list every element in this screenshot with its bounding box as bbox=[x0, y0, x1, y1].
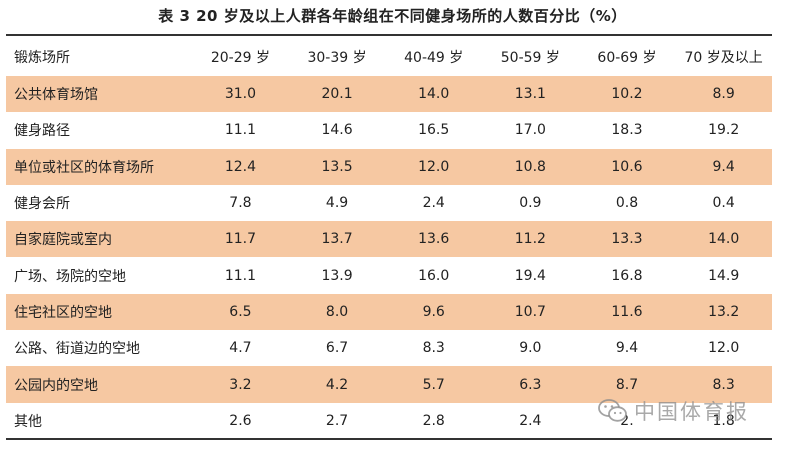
table-cell: 4.9 bbox=[325, 195, 349, 212]
table-cell: 13.6 bbox=[385, 221, 483, 258]
table-row: 住宅社区的空地 6.5 8.0 9.6 10.7 11.6 13.2 bbox=[6, 293, 772, 331]
row-label: 自家庭院或室内 bbox=[6, 221, 193, 258]
table-row: 健身路径 11.1 14.6 16.5 17.0 18.3 19.2 bbox=[6, 112, 772, 148]
row-label: 公共体育场馆 bbox=[6, 76, 193, 113]
table-cell: 7.8 bbox=[229, 195, 252, 212]
table-cell: 4.2 bbox=[288, 366, 386, 403]
row-label: 公园内的空地 bbox=[6, 366, 193, 403]
column-header-70-plus: 70 岁及以上 bbox=[684, 50, 763, 66]
table-cell: 11.6 bbox=[578, 293, 676, 331]
table-row: 其他 2.6 2.7 2.8 2.4 2. 1.8 bbox=[6, 403, 772, 439]
table-cell: 18.3 bbox=[611, 122, 643, 139]
table-cell: 13.7 bbox=[288, 221, 386, 258]
row-label: 健身路径 bbox=[14, 123, 70, 140]
table-cell: 2.7 bbox=[325, 412, 349, 429]
table-cell: 2.6 bbox=[229, 412, 252, 429]
table-cell: 11.1 bbox=[224, 267, 256, 284]
row-label: 公路、街道边的空地 bbox=[14, 341, 140, 358]
table-cell: 14.9 bbox=[708, 267, 740, 284]
table-cell: 9.0 bbox=[519, 340, 542, 357]
row-label: 健身会所 bbox=[14, 196, 70, 213]
table-cell: 13.5 bbox=[288, 148, 386, 185]
table-cell: 14.0 bbox=[385, 76, 483, 113]
table-cell: 16.5 bbox=[418, 122, 450, 139]
data-table: 锻炼场所 20-29 岁 30-39 岁 40-49 岁 50-59 岁 60-… bbox=[6, 38, 772, 439]
table-cell: 11.1 bbox=[224, 122, 256, 139]
table-cell: 14.6 bbox=[321, 122, 353, 139]
table-row: 自家庭院或室内 11.7 13.7 13.6 11.2 13.3 14.0 bbox=[6, 221, 772, 258]
table-cell: 8.7 bbox=[578, 366, 676, 403]
table-row: 广场、场院的空地 11.1 13.9 16.0 19.4 16.8 14.9 bbox=[6, 257, 772, 293]
table-cell: 11.2 bbox=[482, 221, 579, 258]
table-cell: 13.1 bbox=[482, 76, 579, 113]
table-title: 表 3 20 岁及以上人群各年龄组在不同健身场所的人数百分比（%） bbox=[158, 7, 627, 25]
table-cell: 2.4 bbox=[422, 195, 445, 212]
table-cell: 12.0 bbox=[708, 340, 740, 357]
table-cell: 19.2 bbox=[708, 122, 740, 139]
table-cell: 13.2 bbox=[675, 293, 772, 331]
table-row: 单位或社区的体育场所 12.4 13.5 12.0 10.8 10.6 9.4 bbox=[6, 148, 772, 185]
table-cell: 1.8 bbox=[712, 412, 735, 429]
table-cell: 13.9 bbox=[321, 267, 353, 284]
row-label: 单位或社区的体育场所 bbox=[6, 148, 193, 185]
table-row: 公路、街道边的空地 4.7 6.7 8.3 9.0 9.4 12.0 bbox=[6, 330, 772, 366]
table-cell: 6.5 bbox=[192, 293, 289, 331]
table-cell: 4.7 bbox=[229, 340, 252, 357]
table-cell: 10.2 bbox=[578, 76, 676, 113]
table-cell: 16.0 bbox=[418, 267, 450, 284]
table-cell: 11.7 bbox=[192, 221, 289, 258]
table-cell: 8.9 bbox=[675, 76, 772, 113]
table-cell: 12.0 bbox=[385, 148, 483, 185]
table-row: 公共体育场馆 31.0 20.1 14.0 13.1 10.2 8.9 bbox=[6, 76, 772, 113]
row-label: 其他 bbox=[14, 413, 42, 430]
column-header-20-29: 20-29 岁 bbox=[210, 50, 270, 66]
table-cell: 8.3 bbox=[422, 340, 445, 357]
table-cell: 16.8 bbox=[611, 267, 643, 284]
table-cell: 20.1 bbox=[288, 76, 386, 113]
table-cell: 3.2 bbox=[192, 366, 289, 403]
table-cell: 9.4 bbox=[615, 340, 639, 357]
column-header-30-39: 30-39 岁 bbox=[307, 50, 367, 66]
table-cell: 12.4 bbox=[192, 148, 289, 185]
column-header-60-69: 60-69 岁 bbox=[597, 50, 657, 66]
table-cell: 2.4 bbox=[519, 412, 542, 429]
table-cell: 6.7 bbox=[325, 340, 349, 357]
table-cell: 9.4 bbox=[675, 148, 772, 185]
bottom-rule bbox=[6, 438, 772, 440]
table-cell: 10.7 bbox=[482, 293, 579, 331]
table-cell: 0.8 bbox=[615, 195, 639, 212]
table-cell: 2. bbox=[620, 412, 634, 429]
table-cell: 31.0 bbox=[192, 76, 289, 113]
table-cell: 2.8 bbox=[422, 412, 445, 429]
table-cell: 0.4 bbox=[712, 195, 735, 212]
table-cell: 9.6 bbox=[385, 293, 483, 331]
table-cell: 5.7 bbox=[385, 366, 483, 403]
row-label: 住宅社区的空地 bbox=[6, 293, 193, 331]
column-header-50-59: 50-59 岁 bbox=[500, 50, 560, 66]
header-row: 锻炼场所 20-29 岁 30-39 岁 40-49 岁 50-59 岁 60-… bbox=[6, 38, 772, 76]
column-header-venue: 锻炼场所 bbox=[14, 50, 70, 66]
table-cell: 17.0 bbox=[514, 122, 546, 139]
table-cell: 14.0 bbox=[675, 221, 772, 258]
table-cell: 19.4 bbox=[514, 267, 546, 284]
table-cell: 10.8 bbox=[482, 148, 579, 185]
table-cell: 8.0 bbox=[288, 293, 386, 331]
table-cell: 13.3 bbox=[578, 221, 676, 258]
table-cell: 8.3 bbox=[675, 366, 772, 403]
table-cell: 10.6 bbox=[578, 148, 676, 185]
row-label: 广场、场院的空地 bbox=[14, 268, 126, 285]
table-row: 公园内的空地 3.2 4.2 5.7 6.3 8.7 8.3 bbox=[6, 366, 772, 403]
table-cell: 0.9 bbox=[519, 195, 542, 212]
table-cell: 6.3 bbox=[482, 366, 579, 403]
top-rule bbox=[6, 34, 772, 36]
table-row: 健身会所 7.8 4.9 2.4 0.9 0.8 0.4 bbox=[6, 185, 772, 221]
column-header-40-49: 40-49 岁 bbox=[404, 50, 464, 66]
